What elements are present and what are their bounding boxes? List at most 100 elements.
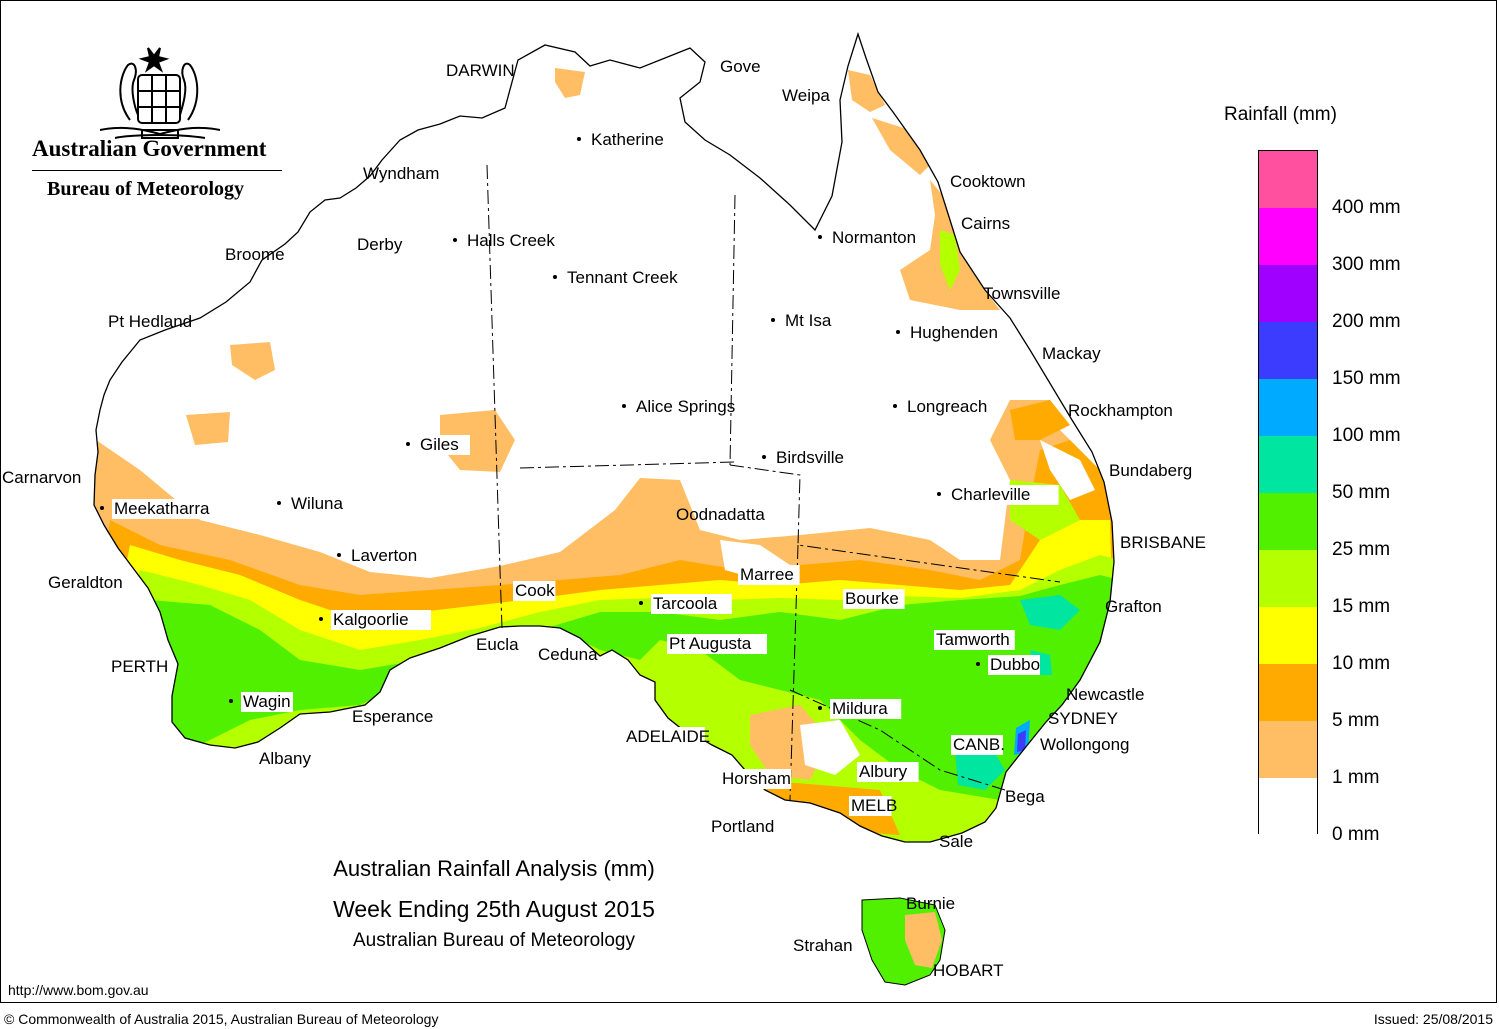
label-box [849, 796, 892, 816]
label-box [667, 634, 767, 654]
legend-swatch [1259, 151, 1317, 208]
town-marker [818, 706, 822, 710]
legend-swatch [1259, 721, 1317, 778]
legend-swatch [1259, 322, 1317, 379]
label-box [331, 610, 431, 630]
band-5mm-vic [760, 780, 900, 835]
place-label: PERTH [111, 657, 168, 676]
band-5mm-rocky [1010, 400, 1070, 440]
place-label: Weipa [782, 86, 830, 105]
place-label: Cooktown [950, 172, 1026, 191]
town-marker [577, 137, 581, 141]
place-label: Meekatharra [114, 499, 210, 518]
legend-label: 0 mm [1332, 824, 1380, 845]
place-label: Wagin [243, 692, 291, 711]
place-label: Cook [515, 581, 555, 600]
place-label: Pt Augusta [669, 634, 752, 653]
town-marker [896, 330, 900, 334]
legend-label: 400 mm [1332, 197, 1401, 218]
legend-label: 5 mm [1332, 710, 1380, 731]
town-marker [818, 235, 822, 239]
border-qld-nsw [729, 464, 1061, 583]
place-label: Rockhampton [1068, 401, 1173, 420]
place-label: Tennant Creek [567, 268, 678, 287]
place-label: Cairns [961, 214, 1010, 233]
place-label: Wollongong [1040, 735, 1129, 754]
legend-swatch [1259, 265, 1317, 322]
border-nt-sa [519, 461, 736, 469]
place-label: Laverton [351, 546, 417, 565]
band-dry-vic [800, 720, 860, 775]
coat-of-arms-icon [99, 47, 221, 139]
place-label: HOBART [933, 961, 1004, 980]
town-marker [553, 275, 557, 279]
place-label: Bega [1005, 787, 1045, 806]
label-box [843, 589, 905, 609]
legend-swatch [1259, 778, 1317, 835]
band-50mm-nsw [1020, 595, 1080, 630]
place-label: Broome [225, 245, 285, 264]
band-1mm-giles [440, 410, 515, 472]
place-label: Townsville [983, 284, 1060, 303]
legend-label: 15 mm [1332, 596, 1391, 617]
place-label: BRISBANE [1120, 533, 1206, 552]
label-box [444, 61, 506, 81]
copyright: © Commonwealth of Australia 2015, Austra… [4, 1011, 439, 1027]
place-label: Mackay [1042, 344, 1101, 363]
map-labels: DARWIN Gove Weipa Katherine Cooktown Wyndham C… [2, 57, 1206, 980]
label-box [624, 727, 705, 747]
place-label: Oodnadatta [676, 505, 765, 524]
label-box [720, 769, 792, 789]
place-label: Esperance [352, 707, 433, 726]
label-box [830, 699, 902, 719]
label-box [112, 499, 222, 519]
state-borders [486, 164, 1061, 801]
label-box [738, 565, 800, 585]
place-label: CANB. [953, 735, 1005, 754]
place-label: Normanton [832, 228, 916, 247]
place-label: Dubbo [990, 655, 1040, 674]
label-box [988, 655, 1040, 675]
town-marker [406, 442, 410, 446]
place-label: Charleville [951, 485, 1030, 504]
label-box [949, 485, 1059, 505]
town-marker [337, 553, 341, 557]
legend-label: 300 mm [1332, 254, 1401, 275]
legend-swatch [1259, 379, 1317, 436]
town-marker [762, 455, 766, 459]
legend-colorbar [1258, 150, 1318, 835]
issued-date: Issued: 25/08/2015 [1373, 1011, 1493, 1027]
label-box [934, 630, 1015, 650]
border-wa [486, 164, 503, 629]
place-label: Gove [720, 57, 761, 76]
map-title: Australian Rainfall Analysis (mm) [333, 856, 655, 881]
town-marker [453, 238, 457, 242]
band-50mm-se [955, 745, 1005, 790]
band-1mm-weipa [848, 70, 885, 112]
place-label: Portland [711, 817, 774, 836]
town-marker [622, 404, 626, 408]
band-25mm [94, 575, 1114, 800]
place-label: Longreach [907, 397, 987, 416]
place-label: Tarcoola [653, 594, 718, 613]
label-box [651, 594, 732, 614]
legend-swatch [1259, 607, 1317, 664]
place-label: Halls Creek [467, 231, 555, 250]
town-marker [277, 501, 281, 505]
label-box [418, 435, 470, 455]
town-marker [100, 506, 104, 510]
place-label: SYDNEY [1048, 709, 1118, 728]
government-name: Australian Government [32, 136, 267, 161]
band-1mm-tas [905, 912, 942, 968]
place-label: Kalgoorlie [333, 610, 409, 629]
place-label: Burnie [906, 894, 955, 913]
place-label: Mildura [832, 699, 888, 718]
town-marker [771, 318, 775, 322]
label-box [857, 762, 919, 782]
place-label: Tamworth [936, 630, 1010, 649]
place-label: Ceduna [538, 645, 598, 664]
bom-url[interactable]: http://www.bom.gov.au [8, 982, 149, 998]
place-label: Carnarvon [2, 468, 81, 487]
legend-label: 50 mm [1332, 482, 1391, 503]
place-label: Bundaberg [1109, 461, 1192, 480]
